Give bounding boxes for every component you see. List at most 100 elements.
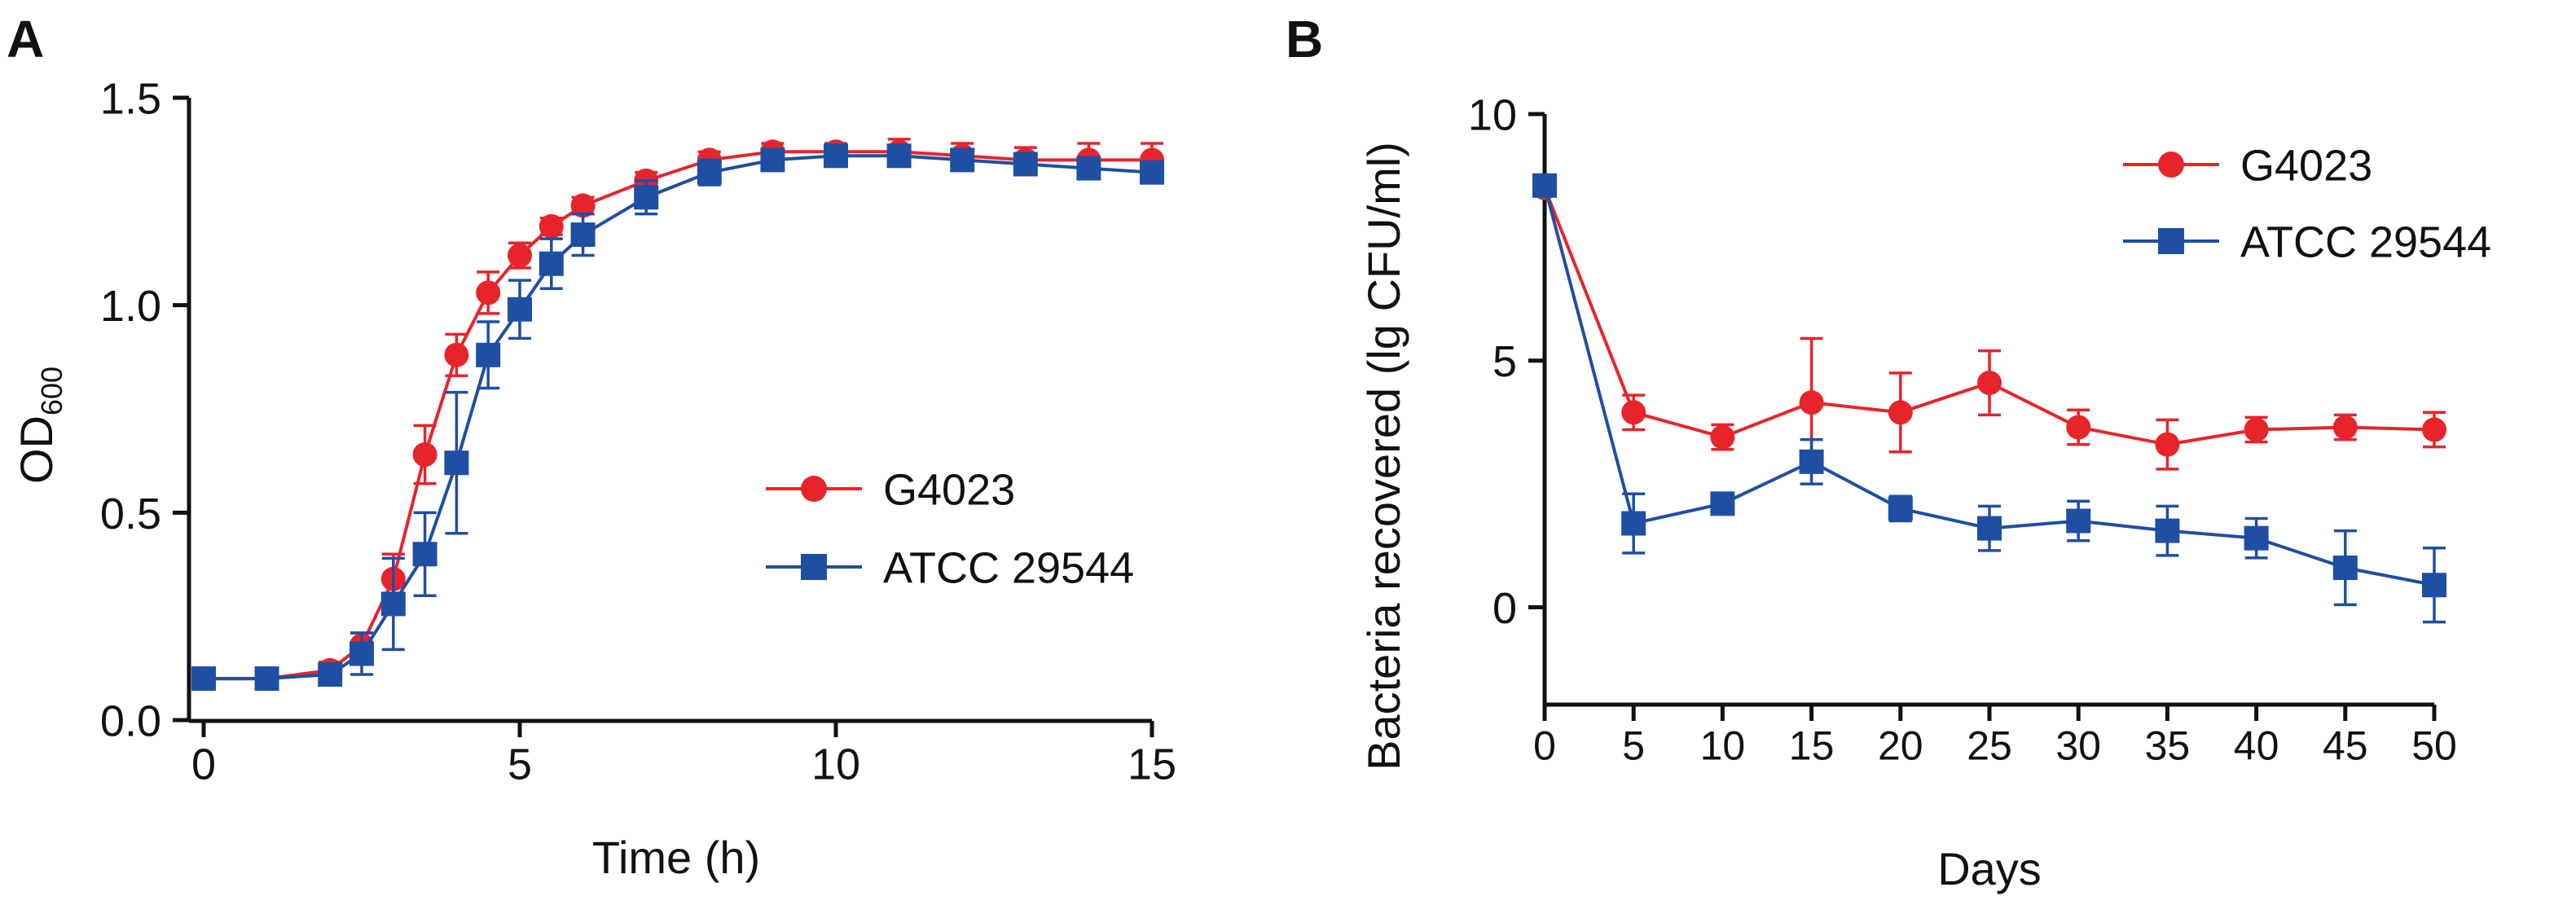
panel-b-letter: B: [1286, 10, 1323, 68]
panel-b-data-point: [1710, 491, 1735, 516]
panel-a-data-point: [824, 143, 848, 169]
panel-b-data-point: [1532, 173, 1557, 198]
panel-b-data-point: [2066, 415, 2091, 440]
panel-a-series-g4023: [191, 138, 1164, 692]
panel-a-series-atcc: [191, 143, 1164, 692]
panel-a-data-point: [634, 185, 659, 210]
panel-a-legend-label: G4023: [883, 465, 1015, 514]
panel-a-axes: 0.0 0.5 1.0 1.5 0 5 10 15: [100, 74, 1176, 789]
panel-b-xtick-label: 30: [2055, 723, 2101, 769]
panel-a-letter: A: [7, 10, 44, 68]
panel-a-data-point: [1013, 152, 1038, 177]
panel-a-legend-entry: G4023: [766, 465, 1015, 514]
panel-b-data-point: [1799, 449, 1824, 474]
panel-b-data-point: [2244, 525, 2269, 551]
panel-b-xtick-label: 10: [1700, 723, 1746, 769]
panel-b-ytick-label: 5: [1492, 337, 1517, 386]
panel-b-data-point: [1977, 516, 2002, 541]
panel-a-xlabel: Time (h): [592, 832, 760, 883]
panel-b-xtick-label: 15: [1789, 723, 1835, 769]
panel-a-data-point: [1076, 156, 1101, 181]
panel-a-data-point: [444, 342, 469, 367]
panel-a-data-point: [697, 160, 722, 185]
panel-a-ytick-label: 0.0: [100, 696, 161, 745]
panel-b-data-point: [2332, 415, 2358, 440]
panel-a-legend-marker: [801, 554, 827, 580]
panel-b-data-point: [2155, 432, 2180, 457]
panel-a-data-point: [570, 222, 596, 248]
panel-b-data-point: [2244, 417, 2269, 442]
panel-b-data-point: [2422, 573, 2446, 598]
panel-a-xtick-label: 5: [508, 740, 532, 789]
panel-b-data-point: [1621, 400, 1646, 425]
panel-a-data-point: [191, 666, 216, 692]
panel-b-data-point: [2332, 556, 2358, 581]
panel-a-data-point: [412, 542, 437, 567]
panel-a-data-point: [412, 442, 437, 468]
panel-a-data-point: [476, 280, 501, 305]
panel-b-legend-label: G4023: [2240, 141, 2372, 190]
panel-a-data-point: [508, 297, 532, 322]
panel-b-data-point: [1888, 400, 1913, 425]
panel-a-legend-label: ATCC 29544: [883, 543, 1134, 592]
panel-b-series-atcc: [1532, 173, 2446, 624]
panel-b-legend-entry: G4023: [2123, 141, 2372, 190]
panel-a-xtick-label: 0: [191, 740, 216, 789]
panel-a-legend: G4023 ATCC 29544: [766, 465, 1134, 592]
panel-b-legend: G4023 ATCC 29544: [2123, 141, 2491, 266]
panel-a-ytick-label: 1.5: [100, 74, 161, 123]
panel-b-legend-label: ATCC 29544: [2240, 217, 2491, 266]
panel-a-data-point: [476, 342, 501, 367]
panel-a-data-point: [380, 591, 406, 617]
panel-b-xtick-label: 25: [1967, 723, 2012, 769]
panel-a-series-line: [204, 150, 1152, 681]
panel-b-data-point: [1621, 511, 1646, 536]
panel-b-series: [1532, 173, 2446, 624]
panel-b-xtick-label: 50: [2411, 723, 2457, 769]
panel-b-data-point: [1977, 370, 2002, 395]
panel-b-xtick-label: 20: [1878, 723, 1923, 769]
panel-a-data-point: [570, 193, 596, 218]
panel-b-xlabel: Days: [1937, 843, 2042, 894]
panel-b-legend-entry: ATCC 29544: [2123, 217, 2491, 266]
panel-b: B 0 5 10 0 5 10 15 20 25 30 35 40 45 50 G4023 ATCC 295…: [1286, 10, 2491, 894]
panel-b-axes: 0 5 10 0 5 10 15 20 25 30 35 40 45 50: [1468, 90, 2457, 768]
panel-a-data-point: [538, 213, 564, 239]
panel-a-ylabel-sub: 600: [35, 367, 68, 415]
panel-a-data-point: [318, 661, 343, 687]
panel-b-ytick-label: 10: [1468, 90, 1517, 139]
panel-a-legend-marker: [801, 476, 827, 502]
panel-a-ylabel: OD600: [11, 367, 68, 484]
panel-a-series: [191, 138, 1164, 692]
panel-b-xtick-label: 0: [1533, 723, 1556, 769]
panel-a-data-point: [508, 243, 532, 268]
panel-b-data-point: [2422, 417, 2446, 442]
panel-a-ytick-label: 1.0: [100, 282, 161, 331]
panel-b-data-point: [1799, 390, 1824, 415]
panel-b-legend-marker: [2158, 152, 2184, 178]
panel-b-xtick-label: 35: [2145, 723, 2191, 769]
panel-b-ylabel: Bacteria recovered (lg CFU/ml): [1358, 142, 1409, 771]
panel-b-data-point: [1888, 496, 1913, 521]
panel-b-data-point: [2066, 508, 2091, 534]
panel-b-data-point: [1710, 424, 1735, 450]
panel-a-ylabel-main: OD: [11, 415, 62, 484]
panel-a-data-point: [886, 143, 912, 169]
panel-a-legend-entry: ATCC 29544: [766, 543, 1134, 592]
panel-a-ytick-label: 0.5: [100, 490, 161, 538]
panel-a-data-point: [1140, 160, 1164, 185]
panel-a-xtick-label: 15: [1128, 740, 1176, 789]
panel-b-legend-marker: [2158, 228, 2184, 254]
panel-a-data-point: [254, 666, 279, 692]
panel-a-xtick-label: 10: [811, 740, 860, 789]
panel-b-ytick-label: 0: [1492, 584, 1517, 633]
panel-b-xtick-label: 40: [2234, 723, 2279, 769]
panel-a-data-point: [538, 251, 564, 276]
panel-a: A 0.0 0.5 1.0 1.5 0 5 10 15 G4023 ATCC 29544 Tim…: [7, 10, 1176, 883]
panel-a-series-line: [204, 154, 1153, 681]
panel-b-xtick-label: 5: [1622, 723, 1645, 769]
panel-a-data-point: [349, 641, 374, 666]
panel-a-data-point: [444, 450, 469, 476]
panel-a-data-point: [950, 147, 975, 173]
